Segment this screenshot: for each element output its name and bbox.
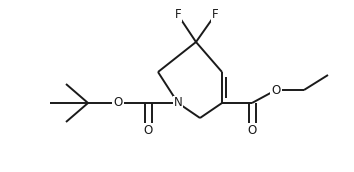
Text: O: O [113, 96, 122, 110]
Text: O: O [143, 123, 153, 137]
Text: O: O [247, 123, 257, 137]
Text: O: O [272, 83, 281, 96]
Text: F: F [175, 8, 181, 22]
Text: F: F [212, 8, 218, 22]
Text: N: N [173, 96, 182, 110]
